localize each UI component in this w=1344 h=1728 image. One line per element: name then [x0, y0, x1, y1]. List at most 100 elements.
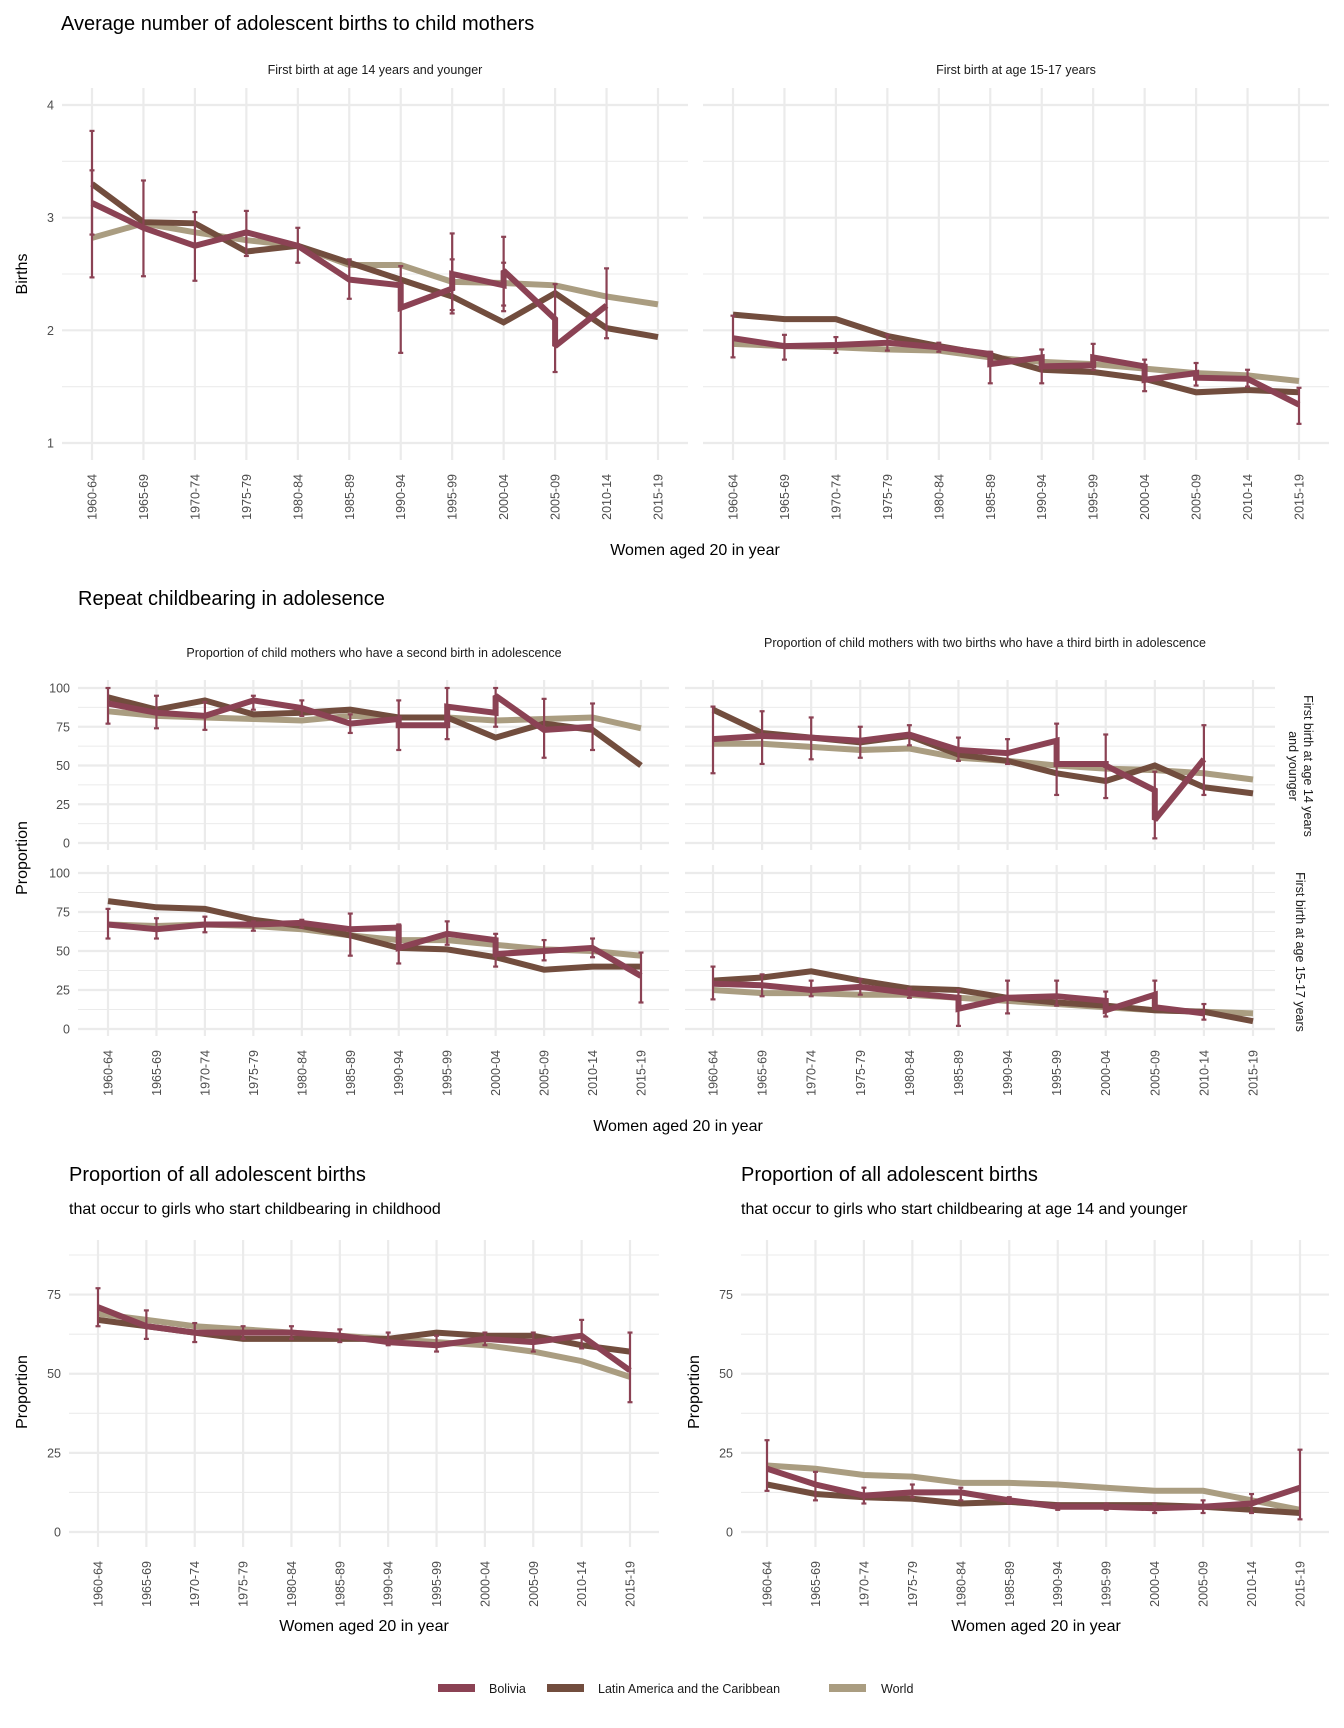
chart-2-row-strip-bottom: First birth at age 15-17 years — [1293, 872, 1308, 1032]
x-tick-label: 1980-84 — [285, 1561, 299, 1607]
x-tick-label: 1965-69 — [756, 1050, 770, 1096]
x-tick-label: 1965-69 — [809, 1561, 823, 1607]
y-tick-label: 1 — [47, 437, 54, 451]
x-tick-label: 1985-89 — [984, 474, 998, 520]
x-tick-label: 2005-09 — [549, 474, 563, 520]
legend-key-bolivia — [438, 1684, 475, 1692]
legend: Bolivia Latin America and the Caribbean … — [438, 1682, 913, 1696]
x-tick-label: 1975-79 — [247, 1050, 261, 1096]
x-tick-label: 1980-84 — [903, 1050, 917, 1096]
x-tick-label: 1985-89 — [333, 1561, 347, 1607]
chart-2-panel-top-right — [685, 680, 1275, 850]
x-tick-label: 1965-69 — [137, 474, 151, 520]
x-tick-label: 1965-69 — [140, 1561, 154, 1607]
x-tick-label: 2015-19 — [1294, 1561, 1308, 1607]
chart-1-xlabel: Women aged 20 in year — [610, 542, 780, 559]
chart-2-xlabel: Women aged 20 in year — [593, 1118, 763, 1135]
x-tick-label: 1960-64 — [92, 1561, 106, 1607]
x-tick-label: 1960-64 — [761, 1561, 775, 1607]
x-tick-label: 2000-04 — [478, 1561, 492, 1607]
chart-4-ylabel: Proportion — [686, 1355, 703, 1429]
chart-3-ylabel: Proportion — [14, 1355, 31, 1429]
chart-1-strip-left: First birth at age 14 years and younger — [268, 63, 483, 77]
chart-2-panel-top-left: 0 25 50 75 100 — [49, 680, 669, 851]
x-tick-label: 1990-94 — [1035, 474, 1049, 520]
x-tick-label: 1965-69 — [150, 1050, 164, 1096]
legend-item-world[interactable]: World — [829, 1682, 913, 1696]
chart-2-ylabel: Proportion — [14, 821, 31, 895]
series-line-world — [91, 220, 659, 308]
chart-4-title: Proportion of all adolescent births — [741, 1164, 1038, 1186]
x-tick-label: 1985-89 — [1003, 1561, 1017, 1607]
y-tick-label: 25 — [56, 984, 70, 998]
x-tick-label: 1995-99 — [430, 1561, 444, 1607]
x-tick-label: 1990-94 — [1001, 1050, 1015, 1096]
x-tick-label: 2010-14 — [1245, 1561, 1259, 1607]
x-tick-label: 1975-79 — [854, 1050, 868, 1096]
x-tick-label: 1970-74 — [188, 1561, 202, 1607]
x-tick-label: 2000-04 — [489, 1050, 503, 1096]
legend-item-lac[interactable]: Latin America and the Caribbean — [547, 1682, 780, 1696]
y-tick-label: 50 — [56, 759, 70, 773]
y-tick-label: 75 — [56, 906, 70, 920]
chart-4-xlabel: Women aged 20 in year — [951, 1618, 1121, 1635]
x-tick-label: 1995-99 — [441, 1050, 455, 1096]
x-tick-label: 2000-04 — [1138, 474, 1152, 520]
y-tick-label: 3 — [47, 211, 54, 225]
x-tick-label: 1970-74 — [829, 474, 843, 520]
chart-1-panel-left: 1 2 3 4 1960-64 1965-69 1970-74 1975-79 1980-84 1… — [47, 88, 688, 520]
y-tick-label: 4 — [47, 99, 54, 113]
legend-label-world: World — [881, 1682, 913, 1696]
series-line-bolivia — [712, 980, 1205, 1017]
y-tick-label: 0 — [54, 1526, 61, 1540]
series-line-latin-america-and-the-caribbean — [90, 181, 659, 341]
chart-4-subtitle: that occur to girls who start childbeari… — [741, 1201, 1188, 1218]
chart-2-row-strip-top-wrap: First birth at age 14 years and younger — [1286, 695, 1315, 837]
x-tick-label: 1980-84 — [295, 1050, 309, 1096]
x-tick-label: 1995-99 — [1050, 1050, 1064, 1096]
x-tick-label: 1960-64 — [86, 474, 100, 520]
x-tick-label: 1975-79 — [906, 1561, 920, 1607]
y-tick-label: 0 — [63, 1023, 70, 1037]
x-tick-label: 1980-84 — [932, 474, 946, 520]
series-line-bolivia — [96, 1304, 632, 1373]
x-tick-label: 1970-74 — [857, 1561, 871, 1607]
x-tick-label: 1975-79 — [240, 474, 254, 520]
chart-4-panel: 0 25 50 75 1960-64 1965-69 1970-74 1975-79 1980-… — [719, 1240, 1329, 1607]
x-tick-label: 1970-74 — [188, 474, 202, 520]
chart-2-panel-bottom-right: 1960-64 1965-69 1970-74 1975-79 1980-84 1985-… — [685, 865, 1275, 1096]
chart-1-ylabel: Births — [14, 254, 31, 295]
legend-label-bolivia: Bolivia — [489, 1682, 526, 1696]
x-tick-label: 2000-04 — [497, 474, 511, 520]
x-tick-label: 2010-14 — [1241, 474, 1255, 520]
x-tick-label: 2015-19 — [1247, 1050, 1261, 1096]
y-tick-label: 0 — [63, 837, 70, 851]
chart-2-col-strip-left: Proportion of child mothers who have a s… — [186, 646, 561, 660]
chart-2-col-strip-right: Proportion of child mothers with two bir… — [764, 636, 1206, 650]
x-tick-label: 1965-69 — [778, 474, 792, 520]
x-tick-label: 2005-09 — [1190, 474, 1204, 520]
x-tick-label: 1975-79 — [881, 474, 895, 520]
chart-2-panel-bottom-left: 0 25 50 75 100 1960-64 1965-69 1970-74 1975-79 19… — [49, 865, 669, 1096]
x-tick-label: 1980-84 — [954, 1561, 968, 1607]
y-tick-label: 25 — [56, 798, 70, 812]
y-tick-label: 25 — [719, 1446, 733, 1460]
y-tick-label: 50 — [56, 945, 70, 959]
x-tick-label: 1995-99 — [1100, 1561, 1114, 1607]
chart-3-panel: 0 25 50 75 1960-64 1965-69 1970-74 1975-79 1980-… — [47, 1240, 659, 1607]
y-tick-label: 50 — [719, 1367, 733, 1381]
chart-3-xlabel: Women aged 20 in year — [279, 1618, 449, 1635]
x-tick-label: 2015-19 — [1293, 474, 1307, 520]
legend-item-bolivia[interactable]: Bolivia — [438, 1682, 526, 1696]
chart-3-title: Proportion of all adolescent births — [69, 1164, 366, 1186]
x-tick-label: 2005-09 — [527, 1561, 541, 1607]
x-tick-label: 1960-64 — [727, 474, 741, 520]
x-tick-label: 1980-84 — [291, 474, 305, 520]
series-line-bolivia — [712, 731, 1207, 822]
x-tick-label: 2015-19 — [635, 1050, 649, 1096]
x-tick-label: 2000-04 — [1148, 1561, 1162, 1607]
x-tick-label: 1990-94 — [382, 1561, 396, 1607]
y-tick-label: 0 — [726, 1526, 733, 1540]
series-line-bolivia — [766, 1465, 1301, 1512]
